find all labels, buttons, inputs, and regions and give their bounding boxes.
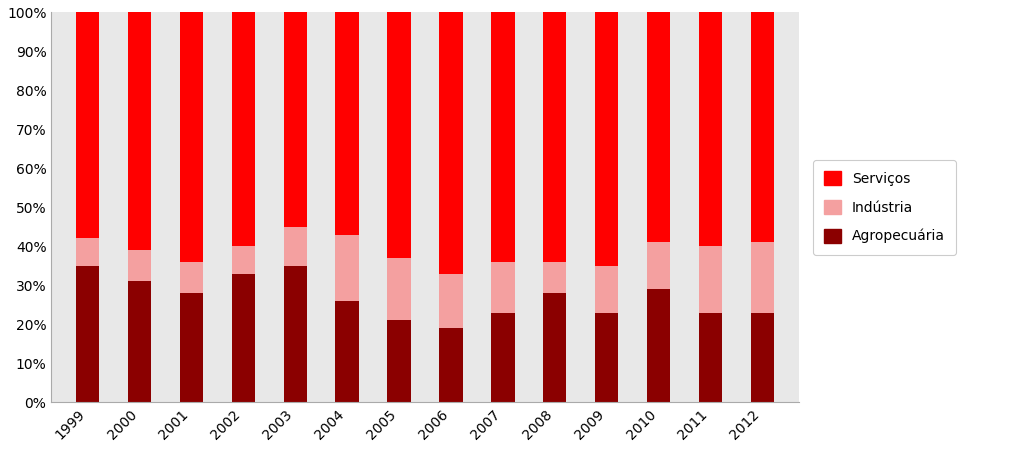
Bar [492,13,514,262]
Bar [284,266,307,402]
Bar [543,293,566,402]
Bar [647,13,671,242]
Bar [439,328,463,402]
Bar [543,13,566,262]
Bar [543,262,566,293]
Bar [698,247,722,313]
Bar [751,313,774,402]
Bar [387,320,411,402]
Bar [180,13,203,262]
Bar [439,273,463,328]
Bar [231,13,255,247]
Bar [128,13,152,250]
Bar [284,13,307,227]
Bar [698,13,722,247]
Legend: Serviços, Indústria, Agropecuária: Serviços, Indústria, Agropecuária [813,160,956,255]
Bar [336,301,358,402]
Bar [387,258,411,320]
Bar [76,238,99,266]
Bar [76,266,99,402]
Bar [180,262,203,293]
Bar [180,293,203,402]
Bar [595,313,618,402]
Bar [231,273,255,402]
Bar [439,13,463,273]
Bar [336,13,358,234]
Bar [76,13,99,238]
Bar [492,313,514,402]
Bar [284,227,307,266]
Bar [595,266,618,313]
Bar [647,289,671,402]
Bar [751,13,774,242]
Bar [647,242,671,289]
Bar [387,13,411,258]
Bar [231,247,255,273]
Bar [128,250,152,282]
Bar [698,313,722,402]
Bar [595,13,618,266]
Bar [336,234,358,301]
Bar [751,242,774,313]
Bar [128,282,152,402]
Bar [492,262,514,313]
